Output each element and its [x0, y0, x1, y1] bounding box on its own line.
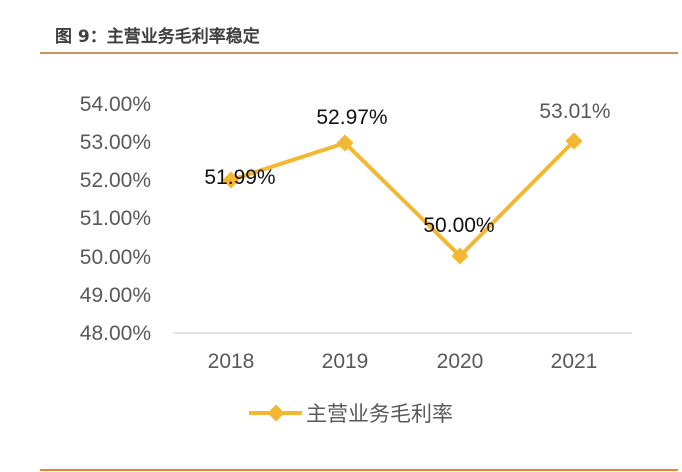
top-divider — [40, 52, 678, 54]
x-tick: 2020 — [437, 350, 484, 373]
y-tick: 54.00% — [80, 93, 151, 116]
data-label: 53.01% — [539, 100, 610, 123]
diamond-marker — [222, 171, 240, 189]
diamond-marker — [451, 247, 469, 265]
y-tick: 48.00% — [80, 322, 151, 345]
diamond-marker — [336, 134, 354, 152]
x-axis-labels: 2018 2019 2020 2021 — [208, 350, 598, 373]
x-tick: 2018 — [208, 350, 255, 373]
y-tick: 49.00% — [80, 284, 151, 307]
series-line — [230, 139, 576, 258]
figure-title: 图 9：主营业务毛利率稳定 — [55, 27, 260, 47]
data-label: 51.99% — [204, 166, 275, 189]
data-label: 50.00% — [423, 214, 494, 237]
y-tick: 53.00% — [80, 131, 151, 154]
data-labels: 51.99% 52.97% 50.00% 53.01% — [204, 100, 610, 237]
legend: 主营业务毛利率 — [249, 402, 453, 426]
y-tick: 52.00% — [80, 169, 151, 192]
x-tick: 2021 — [551, 350, 598, 373]
data-markers — [222, 132, 583, 265]
y-axis-labels: 54.00% 53.00% 52.00% 51.00% 50.00% 49.00… — [80, 93, 151, 345]
data-label: 52.97% — [316, 106, 387, 129]
bottom-divider — [40, 469, 678, 471]
y-tick: 50.00% — [80, 246, 151, 269]
x-tick: 2019 — [322, 350, 369, 373]
y-tick: 51.00% — [80, 207, 151, 230]
diamond-marker — [565, 132, 583, 150]
legend-label: 主营业务毛利率 — [306, 402, 453, 426]
legend-diamond-icon — [267, 404, 285, 422]
